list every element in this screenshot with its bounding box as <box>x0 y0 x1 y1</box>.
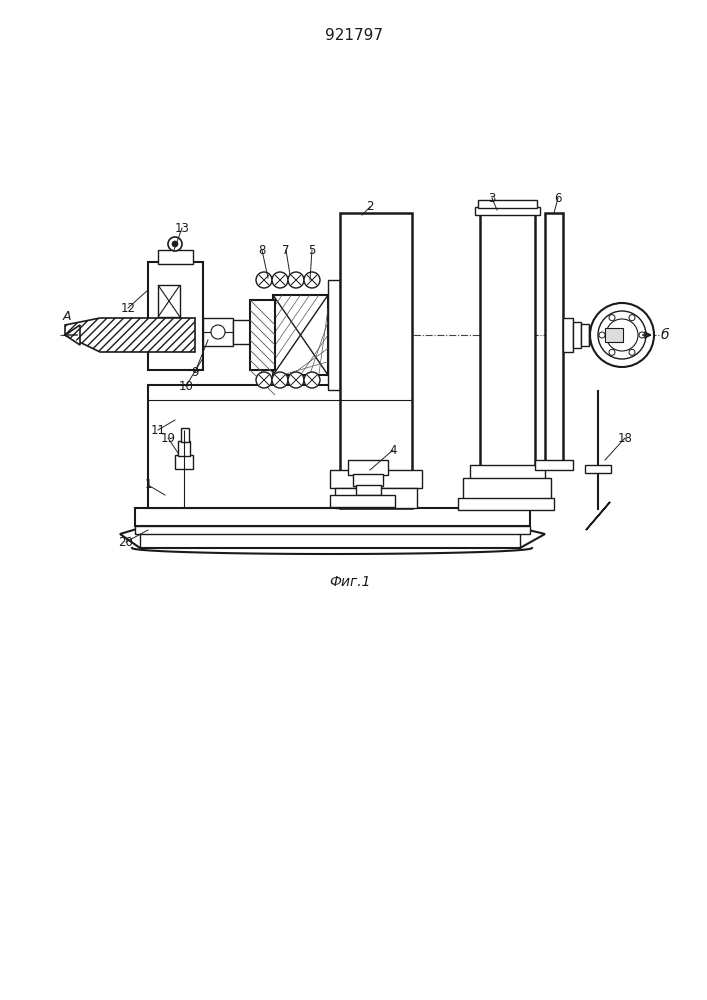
Bar <box>233 320 255 344</box>
Circle shape <box>598 311 646 359</box>
Text: 3: 3 <box>489 192 496 205</box>
Text: 6: 6 <box>554 192 562 205</box>
Circle shape <box>609 315 615 321</box>
Circle shape <box>639 332 645 338</box>
Text: 2: 2 <box>366 200 374 214</box>
Bar <box>348 460 388 475</box>
Bar <box>480 213 535 468</box>
Text: 20: 20 <box>119 536 134 548</box>
Circle shape <box>211 325 225 339</box>
Text: 10: 10 <box>179 379 194 392</box>
Polygon shape <box>65 325 80 345</box>
Bar <box>356 485 381 495</box>
Circle shape <box>172 241 178 247</box>
Bar <box>340 213 412 508</box>
Bar <box>273 295 328 375</box>
Bar <box>597 326 605 344</box>
Text: 18: 18 <box>617 432 633 444</box>
Bar <box>585 465 611 473</box>
Circle shape <box>304 372 320 388</box>
Circle shape <box>168 237 182 251</box>
Bar <box>581 324 589 346</box>
Text: 5: 5 <box>308 243 316 256</box>
Bar <box>328 280 340 390</box>
Circle shape <box>272 372 288 388</box>
Circle shape <box>609 349 615 355</box>
Circle shape <box>590 303 654 367</box>
Bar <box>158 285 180 317</box>
Text: 1: 1 <box>144 479 152 491</box>
Bar <box>330 470 422 488</box>
Text: 4: 4 <box>390 444 397 456</box>
Text: 19: 19 <box>160 432 175 444</box>
Circle shape <box>629 315 635 321</box>
Circle shape <box>256 272 272 288</box>
Text: 13: 13 <box>175 222 189 234</box>
Circle shape <box>256 372 272 388</box>
Text: А: А <box>63 310 71 323</box>
Bar <box>478 200 537 208</box>
Bar <box>535 460 573 470</box>
Bar <box>148 385 343 508</box>
Bar <box>470 465 545 480</box>
Circle shape <box>599 332 605 338</box>
Circle shape <box>272 272 288 288</box>
Bar <box>148 262 203 370</box>
Bar <box>135 508 530 526</box>
Text: 12: 12 <box>120 302 136 314</box>
Bar <box>545 213 563 463</box>
Bar <box>158 250 193 264</box>
Bar <box>605 328 623 342</box>
Circle shape <box>629 349 635 355</box>
Bar <box>330 495 395 507</box>
Circle shape <box>288 372 304 388</box>
Bar <box>335 488 417 508</box>
Bar <box>573 322 581 348</box>
Text: 11: 11 <box>151 424 165 436</box>
Bar <box>563 318 573 352</box>
Bar <box>589 326 597 344</box>
Polygon shape <box>120 528 545 548</box>
Bar <box>353 474 383 486</box>
Bar <box>135 526 530 534</box>
Bar <box>175 455 193 469</box>
Text: б: б <box>661 328 670 342</box>
Text: 8: 8 <box>258 243 266 256</box>
Bar <box>181 428 189 442</box>
Circle shape <box>288 272 304 288</box>
Text: Фиг.1: Фиг.1 <box>329 575 370 589</box>
Bar <box>250 300 275 370</box>
Bar <box>458 498 554 510</box>
Circle shape <box>304 272 320 288</box>
Polygon shape <box>65 318 195 352</box>
Polygon shape <box>586 502 610 530</box>
Bar <box>463 478 551 500</box>
Bar <box>178 441 190 456</box>
Text: 9: 9 <box>192 365 199 378</box>
Text: 921797: 921797 <box>325 27 383 42</box>
Text: 7: 7 <box>282 243 290 256</box>
Bar <box>203 318 233 346</box>
Circle shape <box>606 319 638 351</box>
Bar <box>475 207 540 215</box>
